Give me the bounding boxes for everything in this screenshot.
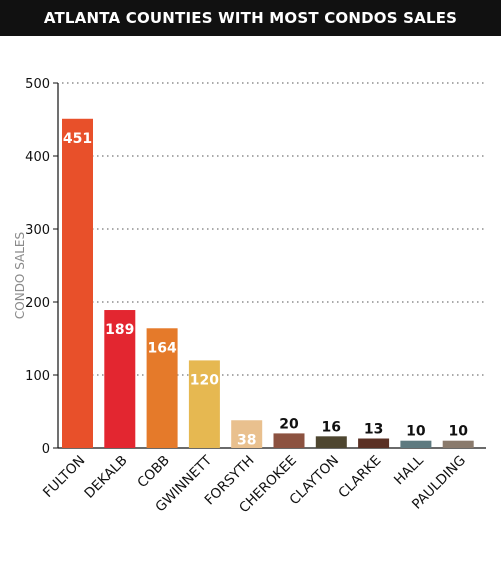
y-axis: 0 100 200 300 400 500 <box>25 77 486 457</box>
bar-paulding <box>442 440 474 448</box>
data-label: 10 <box>406 424 426 440</box>
data-label: 189 <box>105 322 134 338</box>
bar-cherokee <box>273 433 305 448</box>
x-tick-label: FULTON <box>40 453 88 501</box>
x-tick-label: CLARKE <box>335 453 384 502</box>
y-tick-label: 300 <box>25 223 50 238</box>
bar-clarke <box>358 438 390 448</box>
bar-cobb <box>146 328 178 448</box>
bar-fulton <box>62 118 93 449</box>
data-label: 164 <box>147 340 176 356</box>
bar-dekalb <box>104 310 136 448</box>
data-label: 120 <box>190 372 219 388</box>
y-tick-label: 500 <box>25 77 50 92</box>
x-tick-label: DEKALB <box>81 453 130 502</box>
bar-forsyth <box>231 420 263 448</box>
data-label: 38 <box>237 432 256 448</box>
data-label: 451 <box>63 131 92 147</box>
title-bar: ATLANTA COUNTIES WITH MOST CONDOS SALES <box>0 0 501 36</box>
data-label: 10 <box>448 424 468 440</box>
bar-gwinnett <box>188 360 220 448</box>
data-label: 16 <box>322 419 341 435</box>
bars: 451 189 164 120 38 20 16 13 10 10 <box>62 118 474 449</box>
x-tick-label: HALL <box>391 452 427 488</box>
y-axis-label: CONDO SALES <box>13 232 27 319</box>
y-tick-label: 0 <box>42 442 50 457</box>
bar-hall <box>400 440 432 448</box>
data-label: 13 <box>364 422 383 438</box>
data-label: 20 <box>279 416 299 432</box>
y-tick-label: 200 <box>25 296 50 311</box>
bar-clayton <box>315 436 347 448</box>
x-tick-label: COBB <box>134 453 173 492</box>
y-tick-label: 400 <box>25 150 50 165</box>
y-tick-label: 100 <box>25 369 50 384</box>
chart-title: ATLANTA COUNTIES WITH MOST CONDOS SALES <box>43 9 458 27</box>
